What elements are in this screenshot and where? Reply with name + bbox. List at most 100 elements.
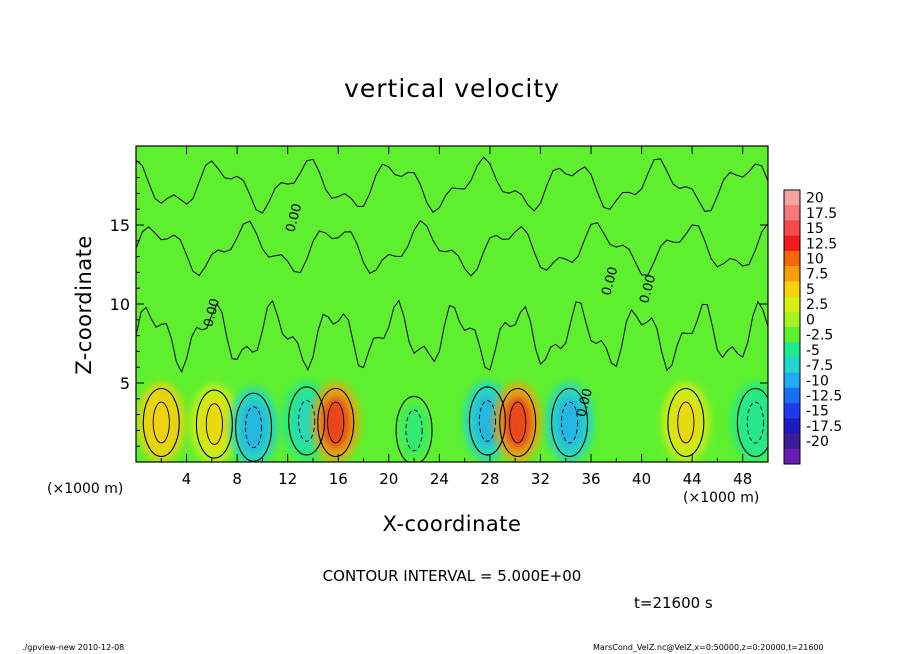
x-tick-label: 28	[480, 470, 499, 488]
colorbar-swatch	[784, 250, 800, 267]
contour-value-label: 0.00	[574, 387, 596, 419]
colorbar-label: 0	[806, 312, 815, 328]
velocity-core-2	[239, 401, 268, 454]
contour-band-1	[136, 156, 768, 214]
contour-inner-7	[509, 401, 527, 444]
colorbar-swatch	[784, 357, 800, 374]
contour-lines: 0.00 0.00 0.00 0.00 0.00	[136, 156, 768, 462]
x-tick-label: 12	[278, 470, 297, 488]
footer-right: MarsCond_VelZ.nc@VelZ,x=0:50000,z=0:2000…	[593, 643, 824, 652]
x-tick-label: 40	[632, 470, 651, 488]
colorbar-label: 7.5	[806, 267, 828, 283]
contour-inner-5	[405, 409, 423, 452]
contour-interval-label: CONTOUR INTERVAL = 5.000E+00	[322, 567, 582, 585]
colorbar-swatch	[784, 433, 800, 450]
time-label: t=21600 s	[634, 594, 713, 612]
contour-value-label: 0.00	[283, 202, 305, 234]
x-tick-label: 36	[581, 470, 600, 488]
chart-title: vertical velocity	[344, 74, 560, 103]
x-axis-label: X-coordinate	[382, 512, 522, 536]
contour-outer-3	[288, 386, 326, 456]
contour-outer-10	[736, 387, 768, 458]
contour-inner-3	[298, 400, 316, 442]
contour-inner-0	[152, 401, 170, 444]
x-tick-label: 48	[733, 470, 752, 488]
colorbar-label: 12.5	[806, 236, 837, 252]
contour-inner-4	[327, 401, 345, 444]
colorbar-swatch	[784, 235, 800, 252]
contour-value-label: 0.00	[201, 297, 223, 329]
y-tick-label: 15	[110, 216, 130, 235]
contour-inner-6	[478, 400, 496, 442]
contour-inner-2	[245, 406, 263, 449]
velocity-core-8	[555, 396, 584, 449]
x-tick-label: 8	[232, 470, 242, 488]
colorbar-label: -15	[806, 404, 829, 420]
x-tick-label: 32	[531, 470, 550, 488]
colorbar-label: -2.5	[806, 328, 833, 344]
colorbar-label: 17.5	[806, 206, 837, 222]
colorbar-swatch	[784, 205, 800, 221]
colorbar-label: 15	[806, 221, 824, 237]
colorbar: 2017.51512.5107.552.50-2.5-5-7.5-10-12.5…	[783, 189, 842, 465]
contour-outer-0	[142, 387, 180, 458]
y-axis: 5 10 15	[110, 161, 768, 447]
velocity-core-5	[400, 404, 429, 457]
contour-inner-10	[746, 401, 764, 444]
colorbar-label: -17.5	[806, 419, 842, 435]
colorbar-swatch	[784, 418, 800, 435]
colorbar-swatch	[784, 372, 800, 389]
y-axis-label: Z-coordinate	[72, 235, 96, 375]
contour-outer-1	[195, 389, 233, 459]
contour-value-label: 0.00	[637, 273, 659, 305]
x-tick-label: 16	[329, 470, 348, 488]
x-tick-label: 4	[182, 470, 192, 488]
velocity-core-6	[473, 394, 502, 447]
colorbar-label: 2.5	[806, 297, 828, 313]
colorbar-label: -12.5	[806, 389, 842, 405]
contour-band-0	[136, 219, 768, 277]
velocity-core-1	[200, 398, 229, 451]
x-unit-label-left: (×1000 m)	[47, 481, 124, 497]
x-tick-label: 20	[379, 470, 398, 488]
colorbar-swatch	[784, 387, 800, 404]
colorbar-swatch	[784, 296, 800, 313]
velocity-features	[137, 380, 768, 462]
x-tick-label: 44	[683, 470, 702, 488]
footer-left: ./gpview-new 2010-12-08	[22, 643, 125, 652]
colorbar-label: 5	[806, 282, 815, 298]
contour-outer-5	[395, 395, 433, 462]
contour-outer-2	[235, 392, 273, 462]
contour-outer-4	[317, 387, 355, 458]
colorbar-frame	[783, 189, 801, 465]
contour-inner-1	[205, 403, 223, 445]
velocity-core-4	[321, 396, 350, 449]
contour-outer-8	[551, 387, 589, 458]
y-tick-label: 5	[120, 374, 130, 393]
x-tick-label: 24	[430, 470, 449, 488]
colorbar-swatch	[784, 311, 800, 328]
velocity-core-10	[741, 396, 768, 449]
colorbar-swatch	[784, 327, 800, 343]
y-tick-label: 10	[110, 295, 130, 314]
contour-inner-9	[677, 401, 695, 444]
colorbar-swatch	[784, 342, 800, 358]
colorbar-swatch	[784, 448, 800, 465]
plot-area: 0.000.00 0.000.000.00 4 8 12 16 20 24 28 32 36 40 4…	[110, 145, 769, 488]
colorbar-label: -7.5	[806, 358, 833, 374]
x-unit-label-right: (×1000 m)	[683, 490, 760, 506]
colorbar-swatch	[784, 281, 800, 298]
contour-inner-8	[561, 401, 579, 444]
contour-band-mid	[136, 299, 768, 374]
colorbar-swatch	[784, 266, 800, 282]
colorbar-label: -20	[806, 434, 829, 450]
colorbar-label: 20	[806, 191, 824, 207]
colorbar-swatch	[784, 220, 800, 237]
colorbar-label: -10	[806, 373, 829, 389]
colorbar-label: -5	[806, 343, 820, 359]
contour-outer-9	[667, 387, 705, 458]
x-axis: 4 8 12 16 20 24 28 32 36 40 44 48	[160, 146, 752, 488]
colorbar-swatch	[784, 190, 800, 206]
velocity-core-7	[503, 396, 532, 449]
